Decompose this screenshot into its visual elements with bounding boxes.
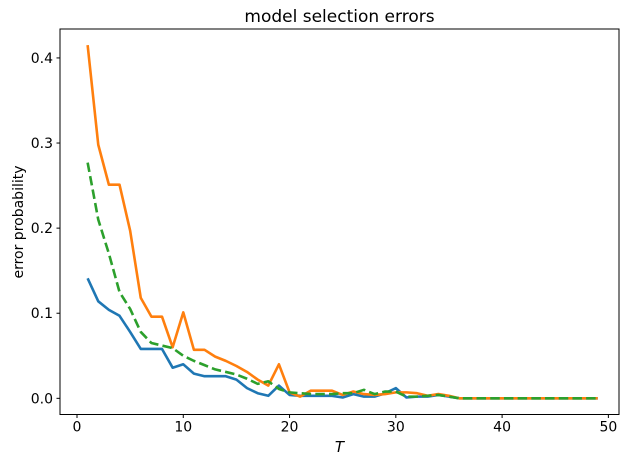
- series-line-green-dashed: [86, 162, 598, 400]
- x-tick-label: 0: [73, 420, 82, 436]
- chart-title: model selection errors: [244, 7, 435, 27]
- y-tick-label: 0.2: [31, 221, 53, 237]
- x-axis-label: T: [334, 438, 345, 456]
- x-tick-label: 10: [174, 420, 192, 436]
- x-tick-label: 50: [599, 420, 617, 436]
- axes-spines: [59, 28, 620, 415]
- y-tick-label: 0.4: [31, 51, 53, 67]
- x-tick-label: 40: [493, 420, 511, 436]
- y-tick-label: 0.0: [31, 391, 53, 407]
- x-tick-label: 30: [387, 420, 405, 436]
- y-tick-label: 0.1: [31, 306, 53, 322]
- y-tick-label: 0.3: [31, 136, 53, 152]
- x-tick-label: 20: [281, 420, 299, 436]
